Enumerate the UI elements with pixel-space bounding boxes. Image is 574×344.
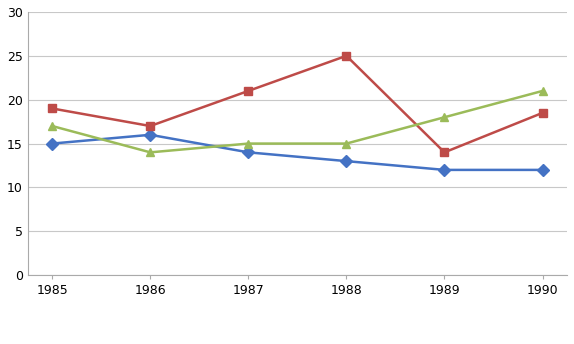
Australia — [147, 133, 154, 137]
Canada — [441, 150, 448, 154]
Australia — [539, 168, 546, 172]
Line: Canada: Canada — [48, 52, 546, 157]
Canada — [343, 54, 350, 58]
Australia — [441, 168, 448, 172]
Canada — [147, 124, 154, 128]
Legend: Australia, Canada, European Community: Australia, Canada, European Community — [109, 340, 486, 344]
Canada — [539, 111, 546, 115]
Australia — [49, 141, 56, 146]
Australia — [245, 150, 252, 154]
European Community — [539, 89, 546, 93]
European Community — [441, 115, 448, 119]
Canada — [245, 89, 252, 93]
European Community — [147, 150, 154, 154]
European Community — [245, 141, 252, 146]
European Community — [343, 141, 350, 146]
Line: European Community: European Community — [48, 87, 546, 157]
Australia — [343, 159, 350, 163]
Canada — [49, 106, 56, 110]
Line: Australia: Australia — [48, 131, 546, 174]
European Community — [49, 124, 56, 128]
